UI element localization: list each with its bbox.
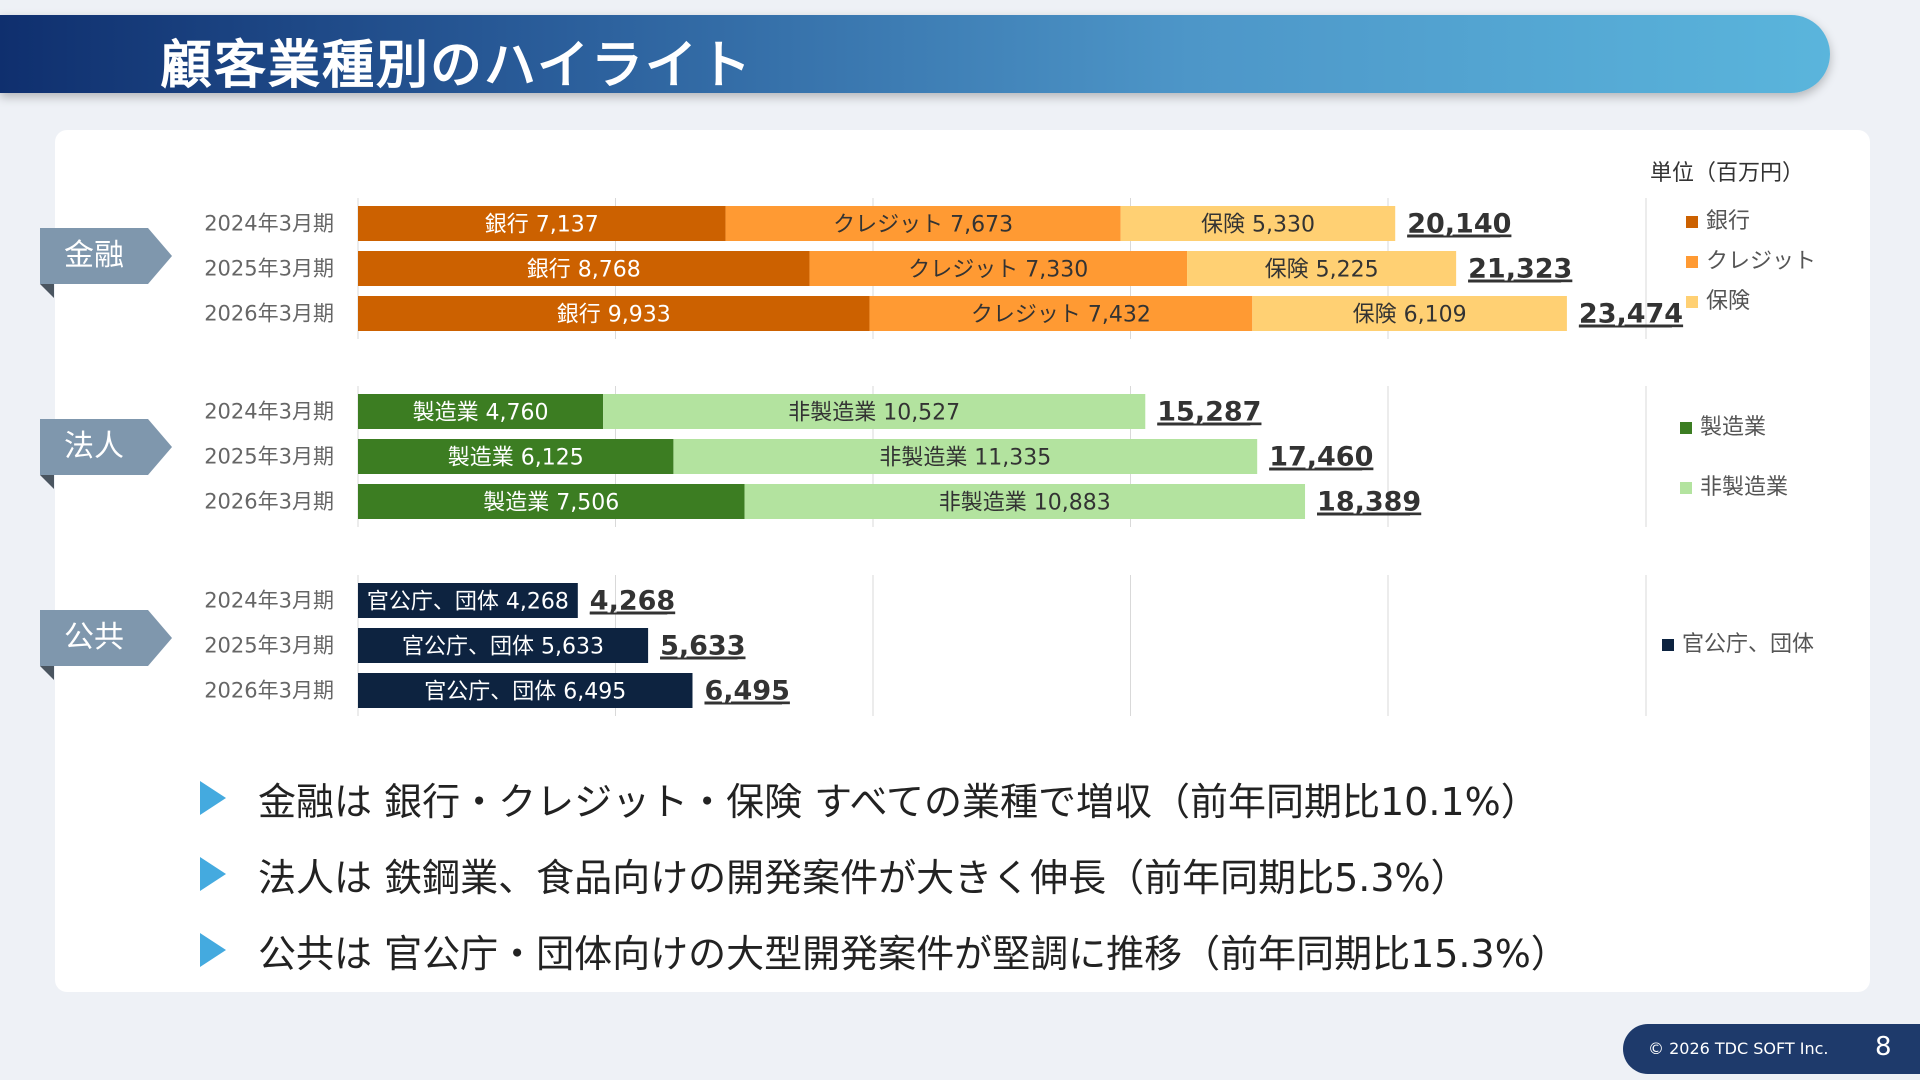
section-label: 公共 <box>64 620 124 655</box>
legend-swatch <box>1686 216 1698 228</box>
triangle-bullet-icon <box>200 857 226 891</box>
bar-segment <box>809 251 1188 286</box>
bullet-item: 公共は 官公庁・団体向けの大型開発案件が堅調に推移（前年同期比15.3%） <box>200 912 1569 988</box>
bullet-text: 法人は 鉄鋼業、食品向けの開発案件が大きく伸長（前年同期比5.3%） <box>258 855 1469 900</box>
segment-label: 製造業 4,760 <box>413 401 549 426</box>
segment-label: 官公庁、団体 5,633 <box>402 635 604 660</box>
legend-label: 保険 <box>1706 289 1750 314</box>
bar-segment <box>725 206 1121 241</box>
category-label: 2026年3月期 <box>204 679 334 703</box>
segment-label: 非製造業 11,335 <box>879 446 1051 471</box>
segment-label: クレジット 7,330 <box>908 258 1088 283</box>
triangle-bullet-icon <box>200 781 226 815</box>
total-label: 15,287 <box>1157 397 1261 428</box>
bar-segment <box>744 484 1306 519</box>
bullet-text: 金融は 銀行・クレジット・保険 すべての業種で増収（前年同期比10.1%） <box>258 779 1539 824</box>
category-label: 2026年3月期 <box>204 490 334 514</box>
bar-segment <box>1187 251 1457 286</box>
legend-label: 非製造業 <box>1700 475 1788 500</box>
total-label: 6,495 <box>704 676 789 707</box>
bar-segment <box>358 484 745 519</box>
category-label: 2024年3月期 <box>204 589 334 613</box>
bar-segment <box>1120 206 1396 241</box>
title-bar: 顧客業種別のハイライト <box>0 15 1830 96</box>
segment-label: 製造業 6,125 <box>448 446 584 471</box>
segment-label: 製造業 7,506 <box>483 491 619 516</box>
category-label: 2025年3月期 <box>204 634 334 658</box>
page-title: 顧客業種別のハイライト <box>160 36 753 96</box>
category-label: 2024年3月期 <box>204 212 334 236</box>
segment-label: 官公庁、団体 6,495 <box>424 680 626 705</box>
bar-segment <box>358 673 693 708</box>
legend-label: 製造業 <box>1700 415 1766 440</box>
legend-swatch <box>1662 639 1674 651</box>
segment-label: 銀行 8,768 <box>527 258 641 283</box>
bar-segment <box>358 206 726 241</box>
section-tag-public: 公共 <box>40 610 172 680</box>
segment-label: 保険 5,330 <box>1201 213 1315 238</box>
bullet-item: 金融は 銀行・クレジット・保険 すべての業種で増収（前年同期比10.1%） <box>200 760 1569 836</box>
legend-label: 官公庁、団体 <box>1682 632 1814 657</box>
legend-swatch <box>1680 422 1692 434</box>
bullet-list: 金融は 銀行・クレジット・保険 すべての業種で増収（前年同期比10.1%） 法人… <box>200 760 1569 988</box>
segment-label: 非製造業 10,883 <box>939 491 1111 516</box>
legend-label: 銀行 <box>1706 209 1750 234</box>
category-label: 2026年3月期 <box>204 302 334 326</box>
page-number: 8 <box>1875 1032 1892 1062</box>
section-label: 法人 <box>64 429 124 464</box>
section-tag-finance: 金融 <box>40 228 172 298</box>
legend-swatch <box>1686 296 1698 308</box>
bar-segment <box>603 394 1146 429</box>
bar-segment <box>869 296 1253 331</box>
bar-segment <box>673 439 1258 474</box>
total-label: 20,140 <box>1407 209 1511 240</box>
footer-bar: © 2026 TDC SOFT Inc. 8 <box>1623 1024 1920 1074</box>
segment-label: クレジット 7,432 <box>971 303 1151 328</box>
bar-segment <box>358 251 810 286</box>
bar-segment <box>358 628 649 663</box>
category-label: 2024年3月期 <box>204 400 334 424</box>
segment-label: クレジット 7,673 <box>833 213 1013 238</box>
bullet-text: 公共は 官公庁・団体向けの大型開発案件が堅調に推移（前年同期比15.3%） <box>258 931 1569 976</box>
category-label: 2025年3月期 <box>204 445 334 469</box>
section-tag-corporate: 法人 <box>40 419 172 489</box>
unit-label: 単位（百万円） <box>1650 161 1805 186</box>
legend-swatch <box>1680 482 1692 494</box>
total-label: 23,474 <box>1579 299 1683 330</box>
segment-label: 銀行 9,933 <box>557 303 671 328</box>
bar-segment <box>358 439 674 474</box>
legend-label: クレジット <box>1706 249 1816 274</box>
bar-segment <box>358 394 604 429</box>
segment-label: 非製造業 10,527 <box>788 401 960 426</box>
total-label: 17,460 <box>1269 442 1373 473</box>
segment-label: 保険 5,225 <box>1265 258 1379 283</box>
bar-segment <box>358 296 870 331</box>
bar-segment <box>358 583 578 618</box>
legend-swatch <box>1686 256 1698 268</box>
segment-label: 官公庁、団体 4,268 <box>367 590 569 615</box>
segment-label: 保険 6,109 <box>1353 303 1467 328</box>
bullet-item: 法人は 鉄鋼業、食品向けの開発案件が大きく伸長（前年同期比5.3%） <box>200 836 1569 912</box>
segment-label: 銀行 7,137 <box>485 213 599 238</box>
total-label: 18,389 <box>1317 487 1421 518</box>
category-label: 2025年3月期 <box>204 257 334 281</box>
triangle-bullet-icon <box>200 933 226 967</box>
total-label: 4,268 <box>590 586 675 617</box>
total-label: 21,323 <box>1468 254 1572 285</box>
copyright-text: © 2026 TDC SOFT Inc. <box>1648 1039 1829 1058</box>
section-label: 金融 <box>64 238 124 273</box>
total-label: 5,633 <box>660 631 745 662</box>
stacked-bar-chart: 2024年3月期 銀行 7,137 クレジット 7,673 保険 5,330 20,14… <box>204 198 1816 716</box>
bar-segment <box>1252 296 1567 331</box>
